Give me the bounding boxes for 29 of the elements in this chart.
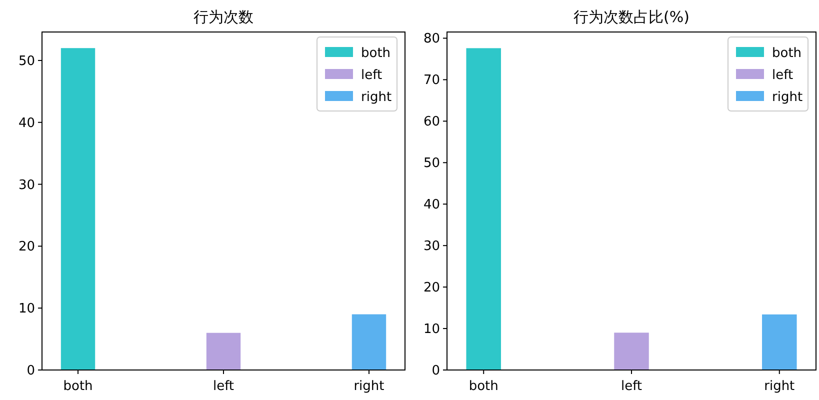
y-tick-label: 10	[18, 302, 35, 317]
y-tick-label: 30	[18, 178, 35, 193]
chart-title: 行为次数	[194, 8, 254, 26]
y-tick-label: 40	[423, 198, 440, 213]
x-tick-label: right	[764, 379, 795, 394]
legend-label: right	[772, 90, 803, 105]
legend-label: left	[772, 68, 794, 83]
x-tick-label: left	[212, 379, 234, 394]
y-tick-label: 0	[432, 364, 440, 378]
x-tick-label: both	[468, 379, 498, 394]
legend-label: both	[772, 46, 802, 61]
y-tick-label: 20	[423, 280, 440, 296]
y-tick-label: 50	[18, 54, 35, 69]
y-tick-label: 70	[423, 73, 440, 88]
chart-title: 行为次数占比(%)	[574, 8, 690, 26]
y-tick-label: 80	[423, 32, 440, 47]
y-tick-label: 40	[18, 116, 35, 131]
x-tick-label: both	[63, 379, 93, 394]
y-tick-label: 10	[423, 322, 440, 338]
x-tick-label: left	[620, 379, 642, 394]
x-tick-label: right	[354, 379, 384, 394]
y-tick-label: 50	[423, 156, 440, 172]
y-tick-label: 0	[26, 364, 35, 378]
y-tick-label: 30	[423, 239, 440, 254]
legend-label: left	[361, 68, 382, 83]
legend-label: right	[361, 90, 392, 105]
y-tick-label: 60	[423, 114, 440, 130]
y-tick-label: 20	[18, 240, 35, 255]
legend-label: both	[361, 46, 391, 61]
